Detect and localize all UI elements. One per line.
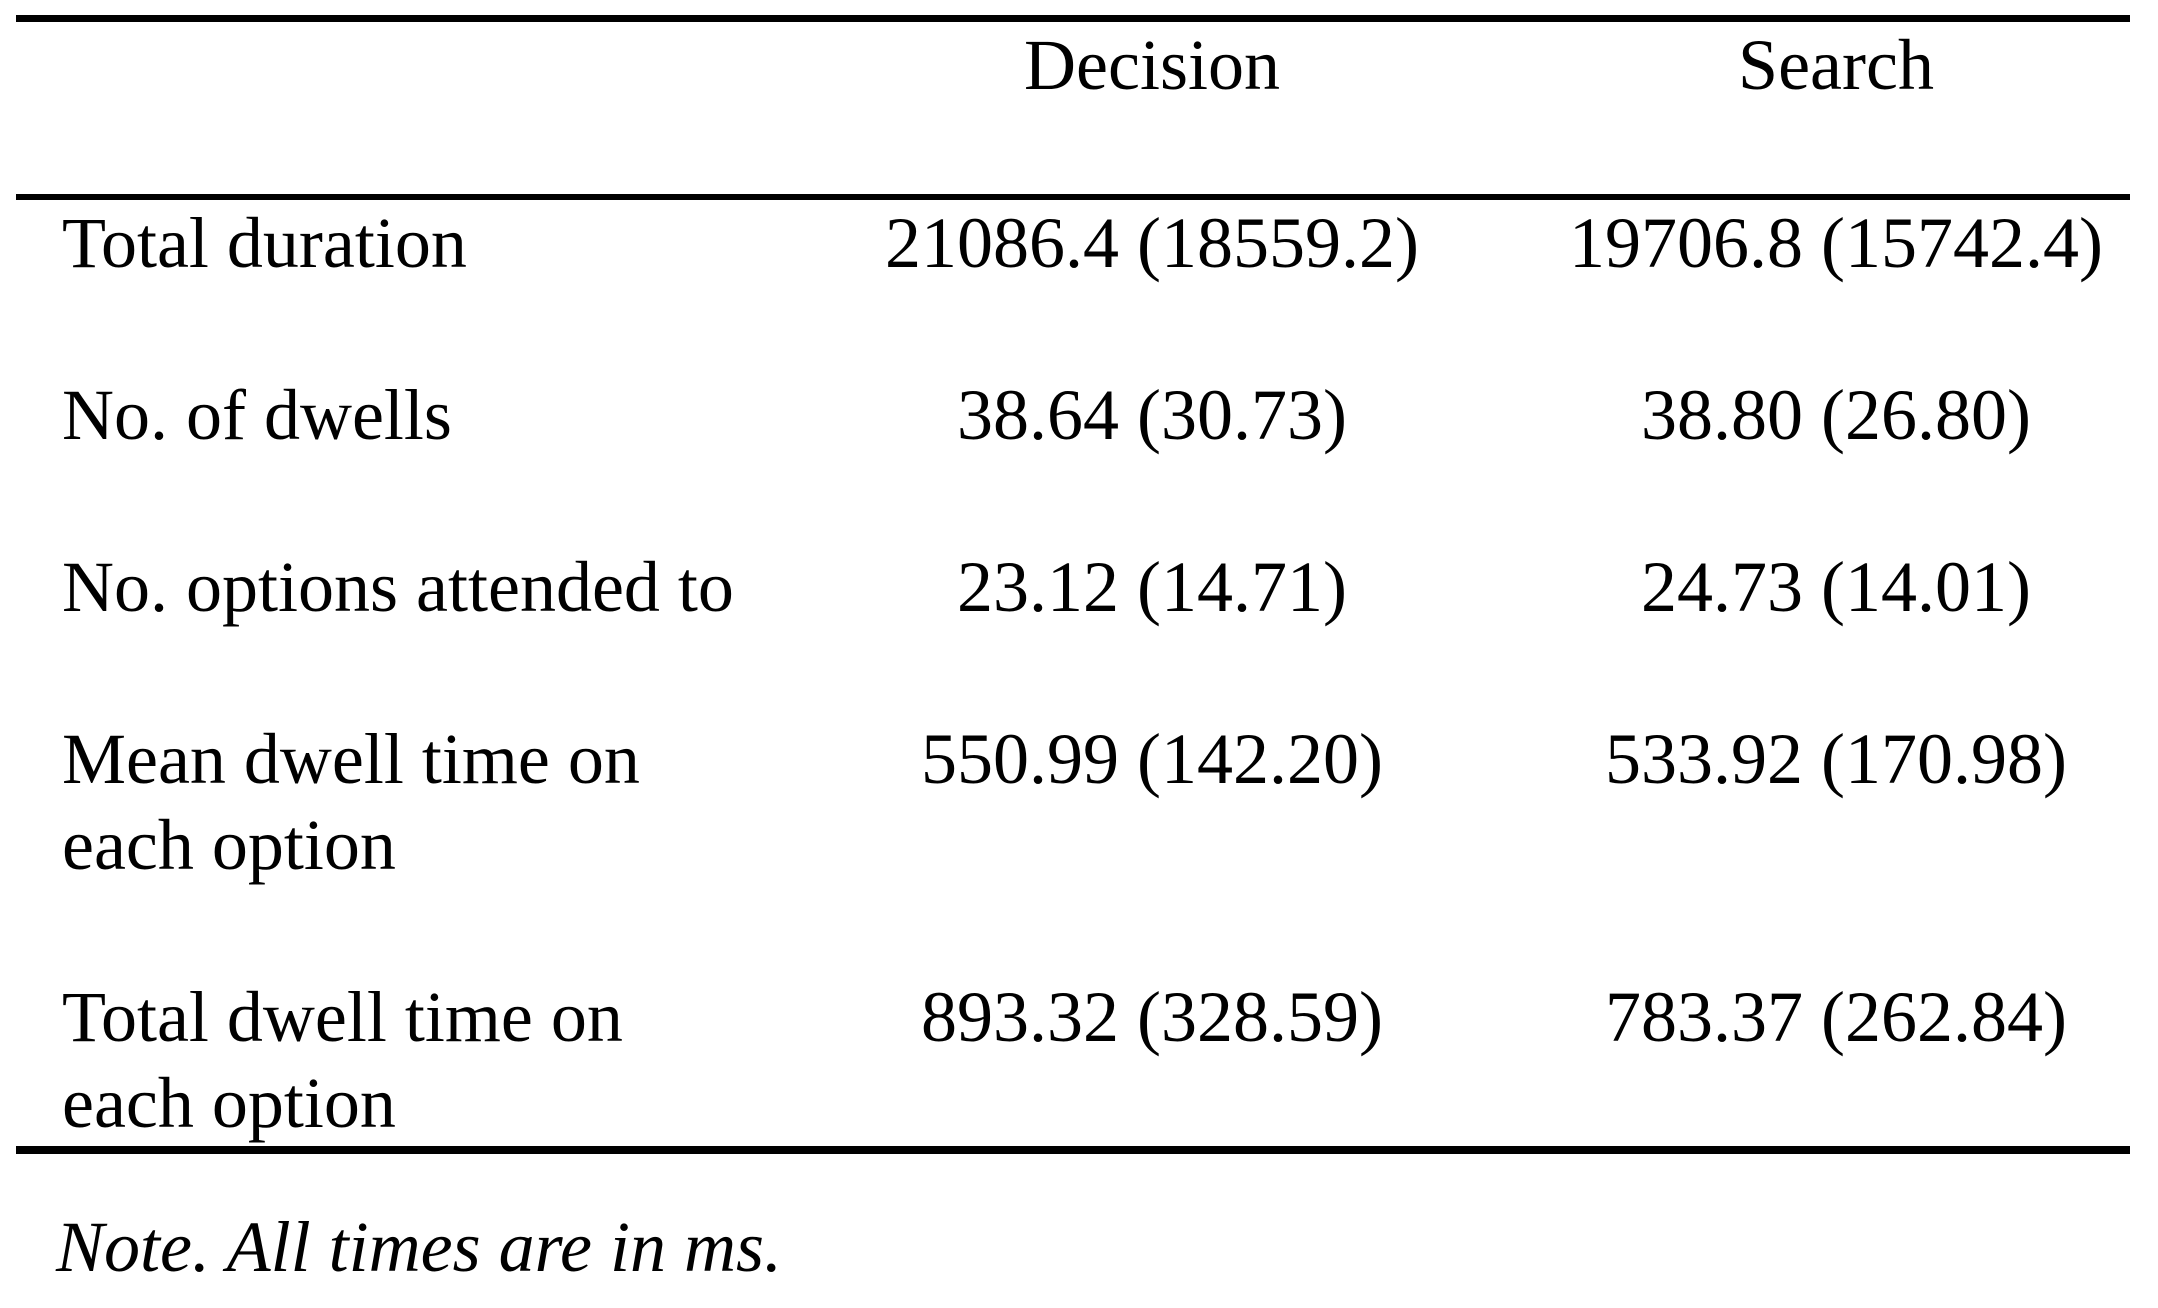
- row-label: No. options attended to: [62, 547, 734, 627]
- decision-value: 550.99 (142.20): [921, 719, 1383, 799]
- search-value: 783.37 (262.84): [1542, 974, 2130, 1154]
- row-label: Total duration: [62, 203, 467, 283]
- row-label: Mean dwell time on each option: [62, 719, 640, 885]
- table-row: Mean dwell time on each option 550.99 (1…: [16, 716, 2130, 974]
- search-value: 24.73 (14.01): [1641, 547, 2031, 627]
- header-decision: Decision: [762, 18, 1542, 200]
- decision-value: 893.32 (328.59): [762, 974, 1542, 1154]
- decision-value: 38.64 (30.73): [957, 375, 1347, 455]
- search-value: 38.80 (26.80): [1641, 375, 2031, 455]
- header-search: Search: [1542, 18, 2130, 200]
- row-label: Total dwell time on each option: [16, 974, 762, 1154]
- search-value: 533.92 (170.98): [1605, 719, 2067, 799]
- table-note: Note. All times are in ms.: [56, 1207, 782, 1287]
- search-value: 19706.8 (15742.4): [1569, 203, 2103, 283]
- table-row: Total dwell time on each option 893.32 (…: [16, 974, 2130, 1154]
- header-row: Decision Search: [16, 18, 2130, 200]
- table-row: No. options attended to 23.12 (14.71) 24…: [16, 544, 2130, 716]
- table-row: Total duration 21086.4 (18559.2) 19706.8…: [16, 197, 2130, 372]
- header-empty-cell: [16, 18, 762, 200]
- table-row: No. of dwells 38.64 (30.73) 38.80 (26.80…: [16, 372, 2130, 544]
- summary-statistics-table: Decision Search Total duration 21086.4 (…: [16, 15, 2130, 1154]
- row-label: No. of dwells: [62, 375, 452, 455]
- decision-value: 21086.4 (18559.2): [885, 203, 1419, 283]
- decision-value: 23.12 (14.71): [957, 547, 1347, 627]
